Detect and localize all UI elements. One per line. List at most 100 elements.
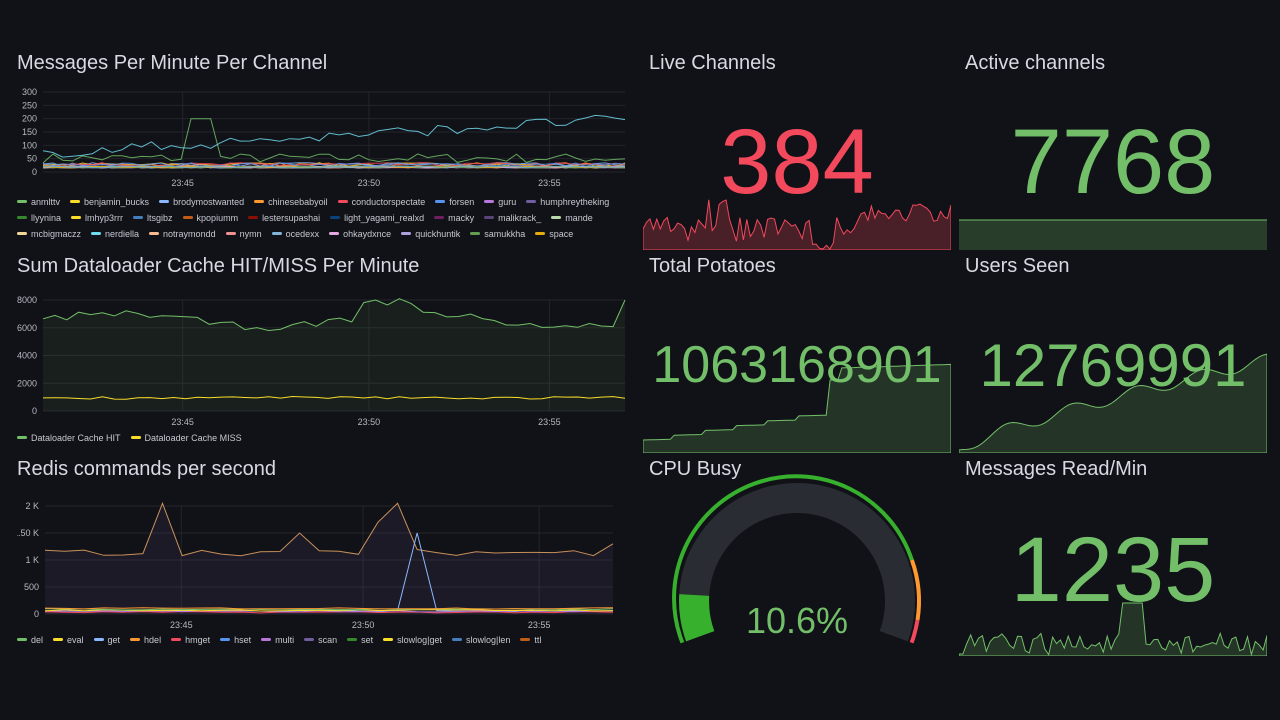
dataloader-chart[interactable]: 8000 6000 4000 2000 0 23:45 23:50 23:55 <box>17 290 627 435</box>
legend-item[interactable]: chinesebabyoil <box>254 194 328 210</box>
legend-swatch <box>71 216 82 220</box>
legend-item[interactable]: mcbigmaczz <box>17 226 81 242</box>
stat-value: 1063168901 <box>652 336 942 394</box>
live-channels-sparkline <box>643 199 951 250</box>
x-tick-label: 23:50 <box>358 178 381 188</box>
legend-item[interactable]: guru <box>484 194 516 210</box>
panel-title[interactable]: Users Seen <box>965 255 1070 277</box>
active-channels-sparkline <box>959 219 1267 250</box>
panel-title[interactable]: Messages Read/Min <box>965 458 1148 480</box>
legend-swatch <box>484 216 495 220</box>
legend-label: nymn <box>239 229 262 239</box>
legend-item[interactable]: benjamin_bucks <box>70 194 149 210</box>
legend-swatch <box>383 638 394 642</box>
legend-item[interactable]: malikrack_ <box>484 210 541 226</box>
legend-item[interactable]: humphreytheking <box>526 194 609 210</box>
panel-title[interactable]: Total Potatoes <box>649 255 776 277</box>
legend-item[interactable]: set <box>347 632 373 648</box>
legend-item[interactable]: Dataloader Cache MISS <box>130 430 242 446</box>
stat-value: 7768 <box>1010 111 1216 213</box>
legend-item[interactable]: lmhyp3rrr <box>71 210 123 226</box>
series-area <box>45 503 613 614</box>
legend-item[interactable]: stableronaldo <box>17 242 85 246</box>
legend-swatch <box>435 200 446 204</box>
legend-swatch <box>337 200 348 204</box>
legend-swatch <box>254 200 265 204</box>
y-tick-label: 4000 <box>17 351 37 361</box>
x-tick-label: 23:50 <box>352 620 375 630</box>
legend-item[interactable]: macky <box>434 210 474 226</box>
legend-swatch <box>93 638 104 642</box>
series-line-miss <box>42 395 626 400</box>
legend-label: malikrack_ <box>498 213 542 223</box>
legend-swatch <box>248 216 259 220</box>
y-tick-label: 1.50 K <box>17 528 39 538</box>
legend-item[interactable]: scan <box>304 632 337 648</box>
panel-messages-per-minute: Messages Per Minute Per Channel 300 250 20… <box>17 52 627 247</box>
legend-item[interactable]: mande <box>551 210 593 226</box>
panel-title[interactable]: Redis commands per second <box>17 458 277 480</box>
legend-item[interactable]: multi <box>261 632 294 648</box>
legend-swatch <box>91 232 102 236</box>
legend-item[interactable]: Dataloader Cache HIT <box>17 430 121 446</box>
legend-item[interactable]: notraymondd <box>149 226 216 242</box>
series-line <box>42 114 626 158</box>
legend-swatch <box>130 638 141 642</box>
legend-item[interactable]: nerdiella <box>91 226 139 242</box>
panel-title[interactable]: Active channels <box>965 52 1106 74</box>
x-tick-label: 23:55 <box>528 620 551 630</box>
legend-label: humphreytheking <box>540 197 610 207</box>
legend-item[interactable]: slowlog|len <box>452 632 510 648</box>
legend-item[interactable]: hdel <box>130 632 161 648</box>
legend-item[interactable]: ohkaydxnce <box>329 226 391 242</box>
legend-item[interactable]: llyynina <box>17 210 61 226</box>
panel-title[interactable]: Sum Dataloader Cache HIT/MISS Per Minute <box>17 255 420 277</box>
messages-read-sparkline <box>959 602 1267 656</box>
legend-swatch <box>17 216 27 220</box>
total-potatoes-sparkline <box>643 363 951 453</box>
legend-label: del <box>31 635 44 645</box>
series-line <box>42 165 626 169</box>
legend-item[interactable]: ttl <box>520 632 541 648</box>
legend-item[interactable]: ltsgibz <box>133 210 173 226</box>
legend-item[interactable]: brodymostwanted <box>159 194 244 210</box>
legend-item[interactable]: samukkha <box>470 226 525 242</box>
legend-item[interactable]: space <box>535 226 573 242</box>
chart-legend: del eval get hdel hmget hset multi scan set slowl… <box>17 632 627 650</box>
y-tick-label: 2 K <box>25 501 39 511</box>
legend-label: nerdiella <box>105 229 140 239</box>
legend-swatch <box>401 232 412 236</box>
panel-cpu-busy: CPU Busy 10.6% <box>643 458 951 656</box>
messages-chart[interactable]: 300 250 200 150 100 50 0 23:45 23:50 23:55 <box>17 84 627 214</box>
legend-item[interactable]: get <box>93 632 121 648</box>
legend-item[interactable]: hset <box>220 632 251 648</box>
legend-item[interactable]: kpopiumm <box>182 210 238 226</box>
legend-item[interactable]: quickhuntik <box>401 226 460 242</box>
legend-item[interactable]: nymn <box>225 226 262 242</box>
legend-item[interactable]: lestersupashai <box>248 210 320 226</box>
stat-value: 384 <box>720 111 874 213</box>
legend-label: space <box>549 229 574 239</box>
panel-users-seen: Users Seen 12769991 <box>959 255 1267 453</box>
series-line <box>42 118 626 164</box>
legend-label: get <box>107 635 121 645</box>
legend-item[interactable]: del <box>17 632 43 648</box>
panel-active-channels: Active channels 7768 <box>959 52 1267 250</box>
panel-title[interactable]: Live Channels <box>649 52 776 74</box>
series-line-hit <box>42 298 626 332</box>
legend-swatch <box>220 638 231 642</box>
legend-item[interactable]: forsen <box>435 194 474 210</box>
legend-label: brodymostwanted <box>173 197 245 207</box>
y-tick-label: 0 <box>32 406 37 416</box>
legend-item[interactable]: ocedexx <box>271 226 319 242</box>
panel-title[interactable]: Messages Per Minute Per Channel <box>17 52 328 74</box>
legend-item[interactable]: hmget <box>171 632 210 648</box>
panel-title[interactable]: CPU Busy <box>649 458 742 480</box>
legend-item[interactable]: conductorspectate <box>337 194 425 210</box>
legend-item[interactable]: slowlog|get <box>383 632 442 648</box>
redis-chart[interactable]: 2 K 1.50 K 1 K 500 0 23:45 23:50 23:55 <box>17 498 627 643</box>
legend-item[interactable]: anmlttv <box>17 194 60 210</box>
legend-item[interactable]: light_yagami_realxd <box>330 210 424 226</box>
legend-item[interactable]: eval <box>53 632 84 648</box>
legend-label: ltsgibz <box>147 213 173 223</box>
